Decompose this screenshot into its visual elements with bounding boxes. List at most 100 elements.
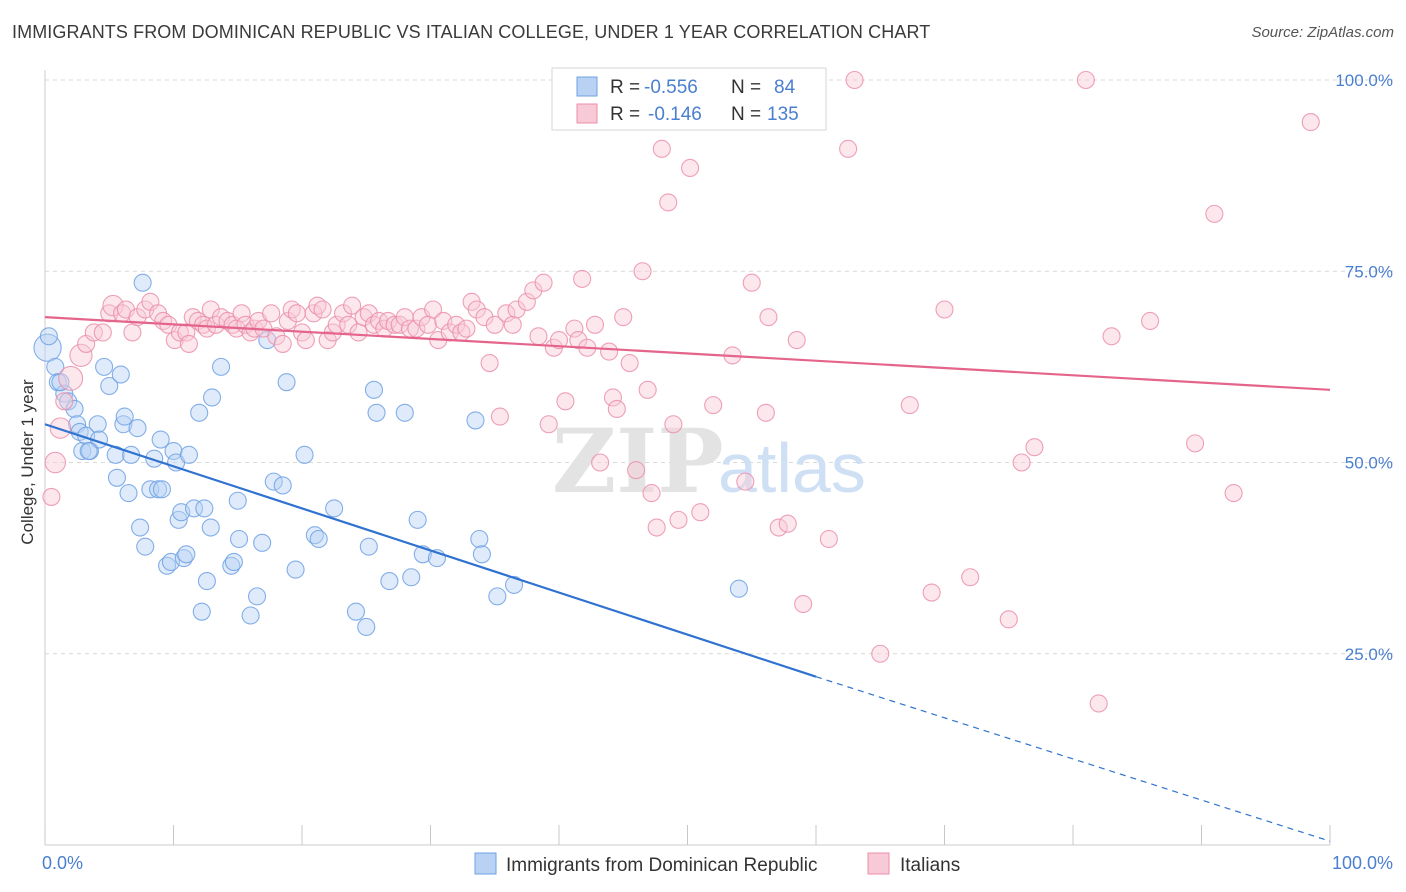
point-italian [819, 529, 838, 549]
point-dominican [395, 403, 414, 422]
point-dominican [59, 392, 78, 411]
point-dominican [402, 568, 421, 587]
point-italian [44, 451, 67, 474]
legend-n-label-1: N = [731, 77, 761, 98]
point-italian [573, 269, 592, 288]
point-dominican [264, 472, 283, 491]
point-dominican [309, 529, 328, 549]
point-italian [999, 610, 1018, 629]
point-dominican [466, 411, 485, 430]
point-dominican [88, 415, 107, 434]
point-dominican [729, 579, 748, 598]
point-dominican [253, 533, 272, 552]
point-dominican [364, 380, 384, 399]
legend-box [551, 67, 827, 131]
point-italian [787, 331, 806, 350]
point-dominican [229, 529, 249, 549]
point-italian [614, 308, 633, 327]
point-italian [839, 139, 858, 158]
point-italian [620, 353, 639, 373]
point-italian [1301, 113, 1320, 132]
point-italian [359, 304, 378, 323]
point-dominican [136, 537, 155, 556]
point-dominican [114, 415, 133, 434]
series-legend: Immigrants from Dominican Republic Itali… [474, 852, 960, 876]
point-dominican [201, 518, 220, 537]
point-dominican [197, 572, 216, 591]
point-dominican [107, 468, 127, 487]
point-italian [585, 315, 605, 334]
point-dominican [247, 587, 267, 606]
x-tick-label-min: 0.0% [42, 853, 83, 873]
point-italian [638, 380, 657, 399]
legend-swatch-pink [576, 103, 598, 124]
point-italian [769, 518, 788, 537]
point-italian [179, 334, 198, 353]
point-dominican [203, 388, 222, 407]
point-dominican [472, 545, 491, 564]
point-dominican [131, 518, 150, 537]
point-italian [349, 323, 368, 342]
legend-r-label-1: R = [610, 77, 640, 98]
point-italian [267, 327, 286, 346]
point-italian [778, 514, 797, 533]
point-italian [273, 334, 292, 353]
point-italian [232, 304, 251, 323]
legend-r-value-2: -0.146 [648, 104, 702, 125]
point-dominican [346, 602, 366, 621]
point-italian [497, 304, 516, 323]
point-dominican [241, 606, 260, 625]
point-italian [642, 484, 661, 503]
point-italian [627, 461, 646, 480]
point-dominican [73, 441, 92, 461]
point-italian [935, 300, 954, 319]
point-dominican [408, 510, 427, 529]
point-italian [669, 510, 688, 529]
point-dominican [211, 357, 231, 376]
point-italian [704, 396, 723, 415]
point-italian [922, 583, 941, 602]
trend-line-dominican [44, 423, 817, 678]
point-italian [418, 315, 437, 334]
point-italian [556, 392, 575, 411]
point-italian [524, 281, 543, 300]
point-italian [664, 415, 683, 434]
y-tick-label: 50.0% [1345, 454, 1393, 473]
point-dominican [359, 537, 378, 556]
point-italian [539, 415, 558, 434]
point-italian [845, 70, 864, 90]
point-italian [756, 403, 775, 422]
point-italian [1089, 694, 1108, 713]
point-dominican [145, 449, 164, 468]
point-italian [591, 453, 610, 472]
point-dominican [152, 480, 171, 499]
point-dominican [185, 499, 204, 518]
point-italian [313, 300, 332, 319]
trend-line-italian [44, 316, 1331, 391]
point-italian [475, 308, 494, 327]
point-dominican [100, 376, 119, 396]
point-dominican [504, 575, 524, 594]
point-italian [490, 407, 509, 426]
point-italian [647, 518, 666, 537]
point-italian [177, 323, 196, 342]
point-italian [549, 331, 569, 350]
chart-title: IMMIGRANTS FROM DOMINICAN REPUBLIC VS IT… [12, 22, 931, 42]
y-tick-label: 25.0% [1345, 645, 1393, 664]
point-italian [485, 315, 504, 334]
point-italian [534, 273, 553, 292]
series-legend-label-blue: Immigrants from Dominican Republic [506, 855, 818, 876]
series-legend-swatch-blue [474, 852, 497, 875]
point-italian [457, 319, 476, 338]
point-dominican [128, 419, 147, 438]
point-dominican [286, 560, 305, 579]
watermark-atlas: atlas [718, 429, 866, 507]
point-dominican [95, 357, 114, 376]
point-dominican [179, 445, 198, 464]
point-italian [287, 304, 306, 323]
point-italian [467, 300, 486, 319]
x-tick-label-max: 100.0% [1332, 853, 1393, 873]
watermark-zip: ZIP [552, 409, 724, 513]
point-dominican [258, 331, 277, 350]
